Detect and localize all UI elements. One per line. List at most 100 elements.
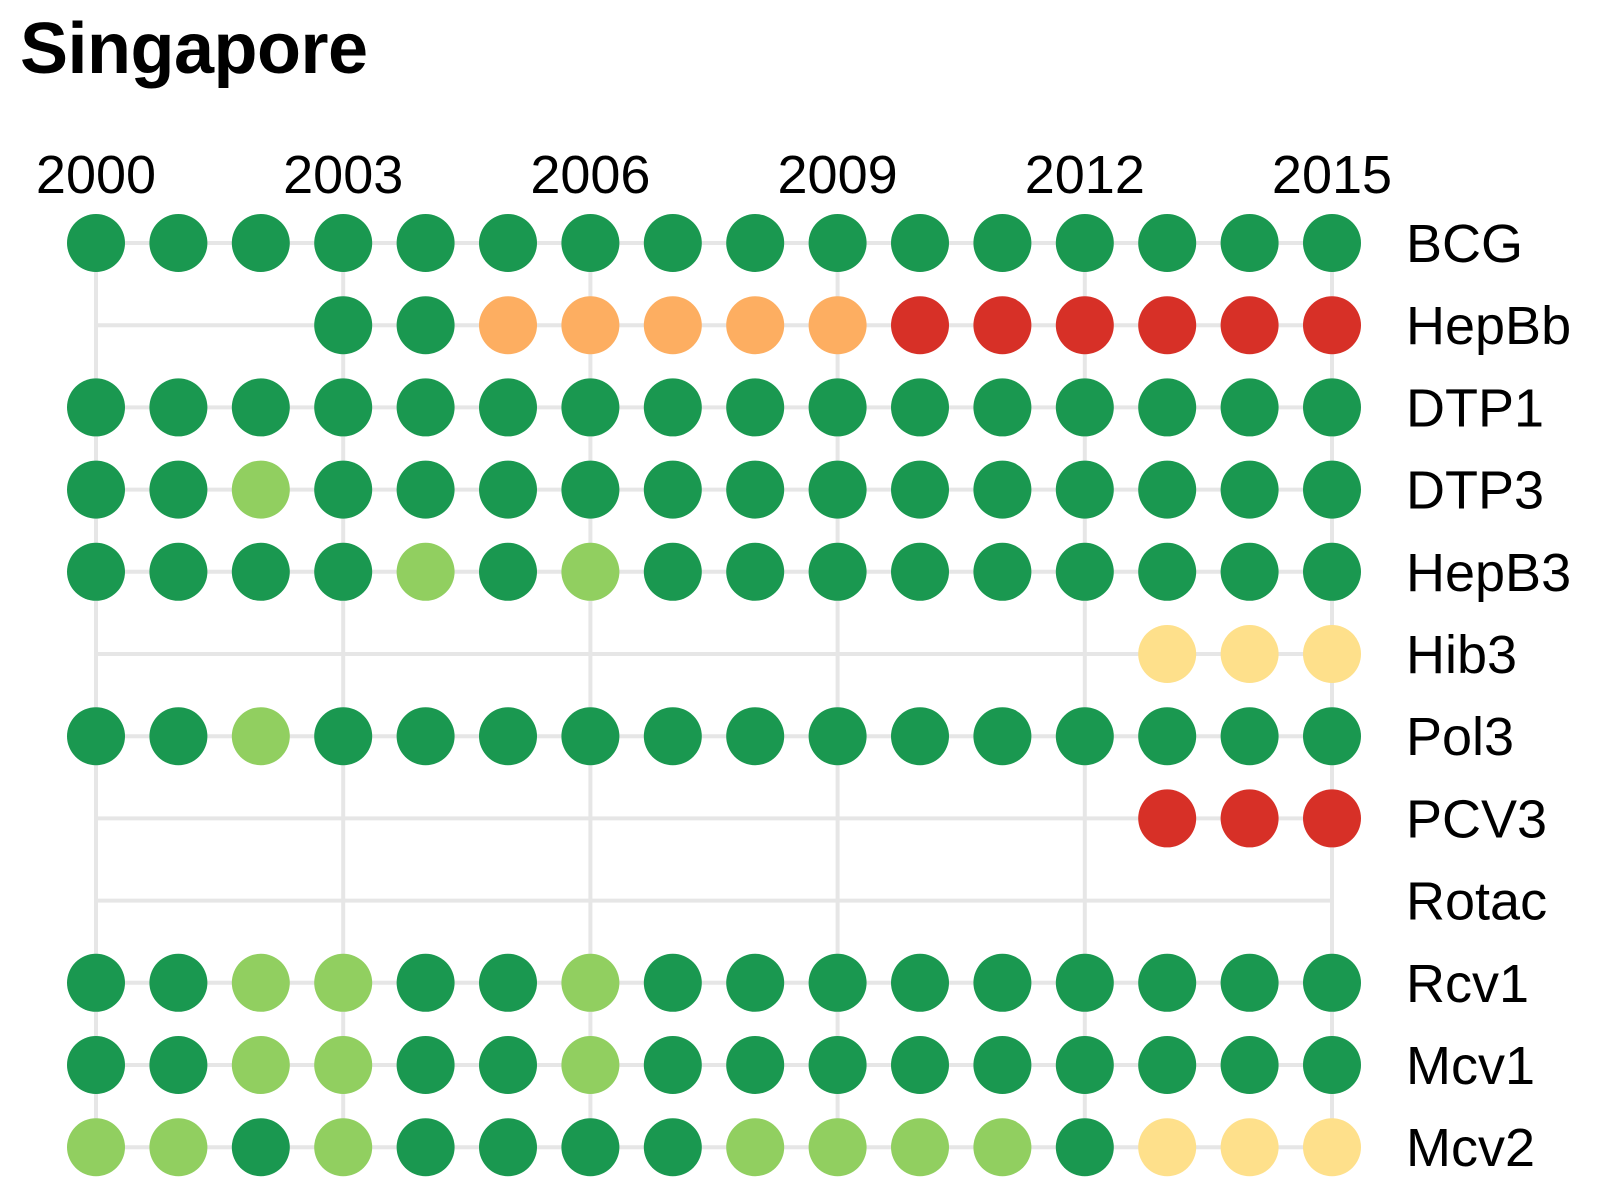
- data-point: [726, 1036, 785, 1094]
- data-point: [314, 214, 373, 272]
- data-point: [67, 542, 125, 601]
- data-point: [891, 378, 949, 437]
- data-point: [1055, 542, 1114, 601]
- data-point: [561, 542, 620, 601]
- row-label: DTP3: [1406, 461, 1544, 521]
- x-tick-label: 2003: [283, 145, 403, 205]
- data-point: [808, 296, 867, 355]
- x-tick-label: 2009: [778, 145, 898, 205]
- data-point: [1220, 460, 1279, 519]
- data-point: [808, 378, 867, 437]
- data-point: [479, 214, 537, 272]
- data-point: [1138, 296, 1197, 355]
- data-point: [891, 542, 949, 601]
- data-point: [479, 296, 537, 355]
- data-point: [396, 1036, 455, 1094]
- row-label: PCV3: [1406, 789, 1547, 849]
- data-point: [973, 542, 1032, 601]
- data-point: [891, 460, 949, 519]
- data-point: [726, 460, 785, 519]
- data-point: [1055, 460, 1114, 519]
- data-point: [561, 707, 620, 766]
- data-point: [1055, 1118, 1114, 1177]
- data-point: [1055, 707, 1114, 766]
- data-point: [396, 378, 455, 437]
- data-point: [808, 707, 867, 766]
- data-point: [1138, 378, 1197, 437]
- data-point: [314, 378, 373, 437]
- data-point: [396, 953, 455, 1012]
- data-point: [479, 542, 537, 601]
- data-point: [726, 953, 785, 1012]
- data-point: [1303, 789, 1361, 848]
- data-point: [1138, 789, 1197, 848]
- data-point: [973, 1036, 1032, 1094]
- data-point: [396, 1118, 455, 1177]
- data-point: [67, 1118, 125, 1177]
- data-point: [1220, 214, 1279, 272]
- data-point: [1138, 953, 1197, 1012]
- data-point: [1055, 378, 1114, 437]
- data-point: [149, 214, 208, 272]
- data-point: [808, 460, 867, 519]
- data-point: [1303, 542, 1361, 601]
- row-label: BCG: [1406, 214, 1523, 274]
- data-point: [479, 1036, 537, 1094]
- data-point: [808, 214, 867, 272]
- data-point: [808, 1118, 867, 1177]
- data-point: [396, 214, 455, 272]
- data-point: [1138, 542, 1197, 601]
- data-point: [1303, 460, 1361, 519]
- row-label: Mcv2: [1406, 1118, 1535, 1178]
- data-point: [314, 953, 373, 1012]
- data-point: [1220, 296, 1279, 355]
- data-point: [231, 542, 290, 601]
- data-point: [973, 214, 1032, 272]
- data-point: [973, 460, 1032, 519]
- data-point: [1138, 625, 1197, 683]
- data-point: [973, 1118, 1032, 1177]
- data-point: [1303, 214, 1361, 272]
- data-point: [67, 378, 125, 437]
- data-point: [1138, 1036, 1197, 1094]
- data-point: [149, 460, 208, 519]
- data-point: [973, 707, 1032, 766]
- data-point: [891, 214, 949, 272]
- data-point: [1303, 625, 1361, 683]
- data-point: [67, 953, 125, 1012]
- data-point: [1303, 1118, 1361, 1177]
- data-point: [1303, 1036, 1361, 1094]
- data-point: [1220, 953, 1279, 1012]
- x-tick-label: 2012: [1025, 145, 1145, 205]
- data-point: [643, 707, 702, 766]
- data-point: [231, 1036, 290, 1094]
- data-point: [1220, 1118, 1279, 1177]
- data-point: [149, 378, 208, 437]
- data-point: [561, 953, 620, 1012]
- chart-title: Singapore: [20, 9, 368, 89]
- row-label: DTP1: [1406, 378, 1544, 438]
- grid-lines: [94, 241, 1334, 1150]
- data-point: [149, 542, 208, 601]
- data-point: [67, 460, 125, 519]
- row-label: Rotac: [1406, 872, 1547, 932]
- data-point: [973, 953, 1032, 1012]
- data-point: [1138, 460, 1197, 519]
- data-point: [643, 460, 702, 519]
- data-point: [643, 296, 702, 355]
- data-point: [479, 1118, 537, 1177]
- data-point: [561, 1118, 620, 1177]
- data-point: [1220, 625, 1279, 683]
- data-point: [149, 1036, 208, 1094]
- data-point: [643, 1036, 702, 1094]
- row-label: Hib3: [1406, 625, 1517, 685]
- data-point: [231, 460, 290, 519]
- data-point: [1055, 1036, 1114, 1094]
- data-point: [314, 1036, 373, 1094]
- data-point: [973, 378, 1032, 437]
- data-point: [231, 707, 290, 766]
- row-label: Pol3: [1406, 707, 1514, 767]
- data-point: [891, 1036, 949, 1094]
- data-point: [479, 707, 537, 766]
